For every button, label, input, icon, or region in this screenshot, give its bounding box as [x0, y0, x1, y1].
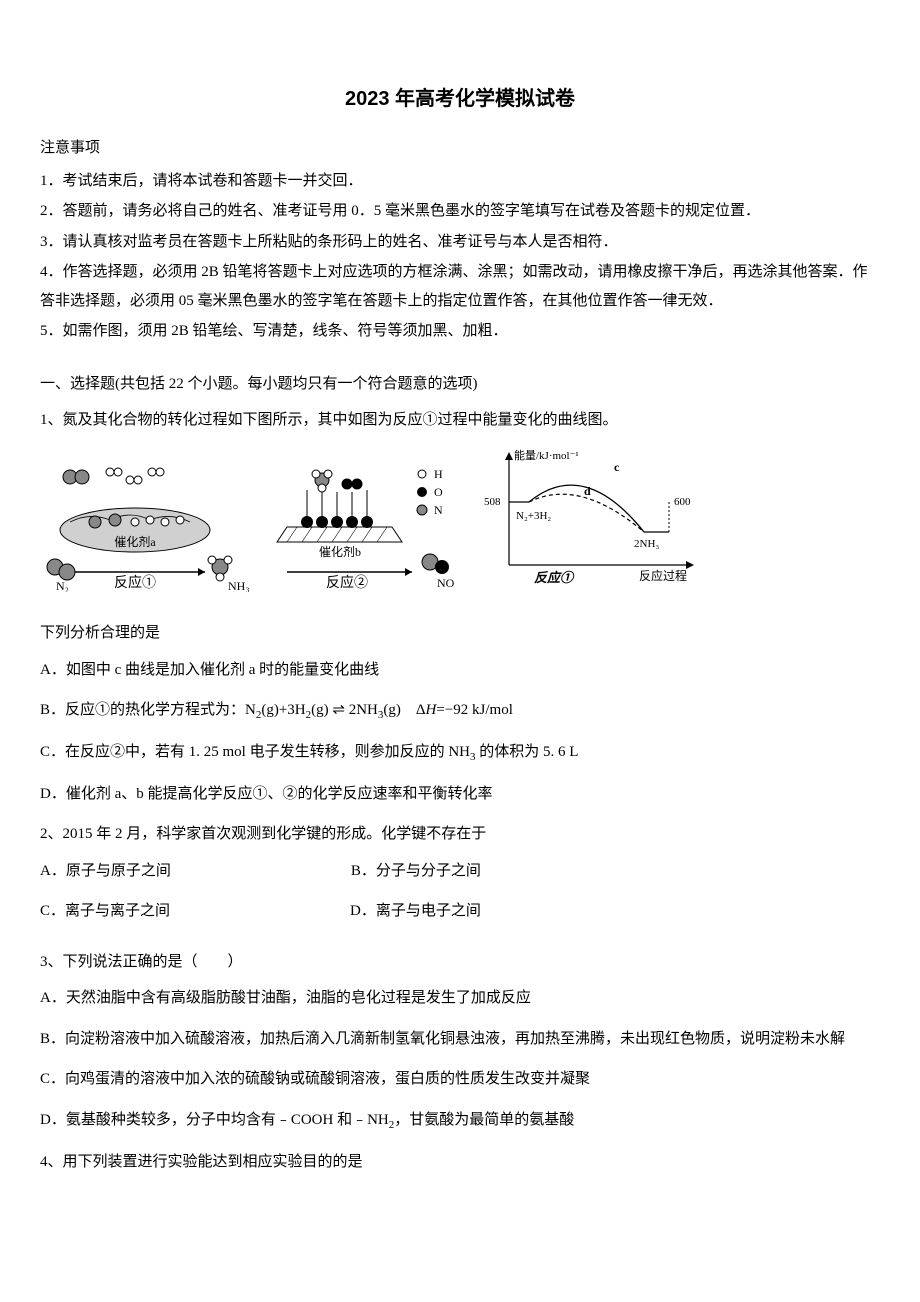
q1-option-d: D．催化剂 a、b 能提高化学反应①、②的化学反应速率和平衡转化率 [40, 780, 880, 809]
q1-b-mid1: (g)+3H [261, 702, 305, 718]
q1-post-figure: 下列分析合理的是 [40, 619, 880, 648]
instruction-4: 4．作答选择题，必须用 2B 铅笔将答题卡上对应选项的方框涂满、涂黑；如需改动，… [40, 258, 880, 315]
q3-stem: 3、下列说法正确的是（ ） [40, 948, 880, 977]
chart-ylabel: 能量/kJ·mol⁻¹ [514, 448, 579, 462]
svg-text:反应②: 反应② [326, 574, 368, 591]
q2-option-b: B．分子与分子之间 [351, 857, 481, 886]
instruction-1: 1．考试结束后，请将本试卷和答题卡一并交回． [40, 167, 880, 196]
svg-text:N: N [434, 503, 443, 517]
svg-text:NH₃: NH₃ [228, 579, 250, 592]
q1-b-tail: =−92 kJ/mol [436, 702, 513, 718]
reaction-2-diagram: 催化剂b 反应② NO H O N [262, 462, 462, 592]
instruction-3: 3．请认真核对监考员在答题卡上所粘贴的条形码上的姓名、准考证号与本人是否相符． [40, 228, 880, 257]
question-2: 2、2015 年 2 月，科学家首次观测到化学键的形成。化学键不存在于 A．原子… [40, 820, 880, 938]
instructions-header: 注意事项 [40, 134, 880, 163]
catalyst-a-label: 催化剂a [114, 534, 156, 549]
chart-bottom-label: 反应① [534, 570, 575, 585]
svg-text:催化剂b: 催化剂b [319, 544, 361, 559]
q1-c-suffix: 的体积为 5. 6 L [476, 744, 579, 760]
reaction-1-label: 反应① [114, 574, 156, 591]
section-1-title: 一、选择题(共包括 22 个小题。每小题均只有一个符合题意的选项) [40, 370, 880, 399]
chart-y-600: 600 [674, 496, 691, 508]
svg-text:H: H [434, 467, 443, 481]
svg-text:N₂: N₂ [56, 579, 69, 592]
question-3: 3、下列说法正确的是（ ） A．天然油脂中含有高级脂肪酸甘油酯，油脂的皂化过程是… [40, 948, 880, 1136]
page-title: 2023 年高考化学模拟试卷 [40, 80, 880, 118]
q1-b-prefix: B．反应①的热化学方程式为：N [40, 702, 256, 718]
q3-option-c: C．向鸡蛋清的溶液中加入浓的硫酸钠或硫酸铜溶液，蛋白质的性质发生改变并凝聚 [40, 1065, 880, 1094]
q1-b-suffix: (g) Δ [383, 702, 425, 718]
q3-option-a: A．天然油脂中含有高级脂肪酸甘油酯，油脂的皂化过程是发生了加成反应 [40, 984, 880, 1013]
q1-option-c: C．在反应②中，若有 1. 25 mol 电子发生转移，则参加反应的 NH3 的… [40, 738, 880, 768]
q3-d-prefix: D．氨基酸种类较多，分子中均含有﹣COOH 和﹣NH [40, 1112, 389, 1128]
q4-stem: 4、用下列装置进行实验能达到相应实验目的的是 [40, 1148, 880, 1177]
chart-xlabel: 反应过程 [639, 568, 687, 583]
curve-d-label: d [584, 484, 591, 498]
q1-c-prefix: C．在反应②中，若有 1. 25 mol 电子发生转移，则参加反应的 NH [40, 744, 470, 760]
q1-b-mid2: (g) ⇌ 2NH [311, 702, 378, 718]
svg-text:NO: NO [437, 576, 455, 590]
q3-option-d: D．氨基酸种类较多，分子中均含有﹣COOH 和﹣NH2，甘氨酸为最简单的氨基酸 [40, 1106, 880, 1136]
q1-stem: 1、氮及其化合物的转化过程如下图所示，其中如图为反应①过程中能量变化的曲线图。 [40, 406, 880, 435]
chart-y-508: 508 [484, 496, 501, 508]
question-4: 4、用下列装置进行实验能达到相应实验目的的是 [40, 1148, 880, 1177]
reaction-1-diagram: 催化剂a 反应① N₂ NH₃ [40, 462, 250, 592]
question-1: 1、氮及其化合物的转化过程如下图所示，其中如图为反应①过程中能量变化的曲线图。 [40, 406, 880, 808]
instruction-2: 2．答题前，请务必将自己的姓名、准考证号用 0．5 毫米黑色墨水的签字笔填写在试… [40, 197, 880, 226]
q3-d-suffix: ，甘氨酸为最简单的氨基酸 [394, 1112, 574, 1128]
q3-option-b: B．向淀粉溶液中加入硫酸溶液，加热后滴入几滴新制氢氧化铜悬浊液，再加热至沸腾，未… [40, 1025, 880, 1054]
energy-chart: 能量/kJ·mol⁻¹ 508 N₂+3H₂ c d 600 2NH₃ 反应过程 [474, 447, 704, 608]
q1-option-a: A．如图中 c 曲线是加入催化剂 a 时的能量变化曲线 [40, 656, 880, 685]
q2-option-c: C．离子与离子之间 [40, 897, 170, 926]
q2-option-d: D．离子与电子之间 [350, 897, 481, 926]
chart-products: 2NH₃ [634, 538, 659, 550]
q2-stem: 2、2015 年 2 月，科学家首次观测到化学键的形成。化学键不存在于 [40, 820, 880, 849]
q1-option-b: B．反应①的热化学方程式为：N2(g)+3H2(g) ⇌ 2NH3(g) ΔH=… [40, 696, 880, 726]
svg-text:O: O [434, 485, 443, 499]
q2-option-a: A．原子与原子之间 [40, 857, 171, 886]
q1-figure-row: 催化剂a 反应① N₂ NH₃ [40, 447, 880, 608]
q1-b-italic: H [426, 702, 437, 718]
curve-c-label: c [614, 460, 620, 474]
instruction-5: 5．如需作图，须用 2B 铅笔绘、写清楚，线条、符号等须加黑、加粗． [40, 317, 880, 346]
chart-reactants: N₂+3H₂ [516, 510, 551, 522]
